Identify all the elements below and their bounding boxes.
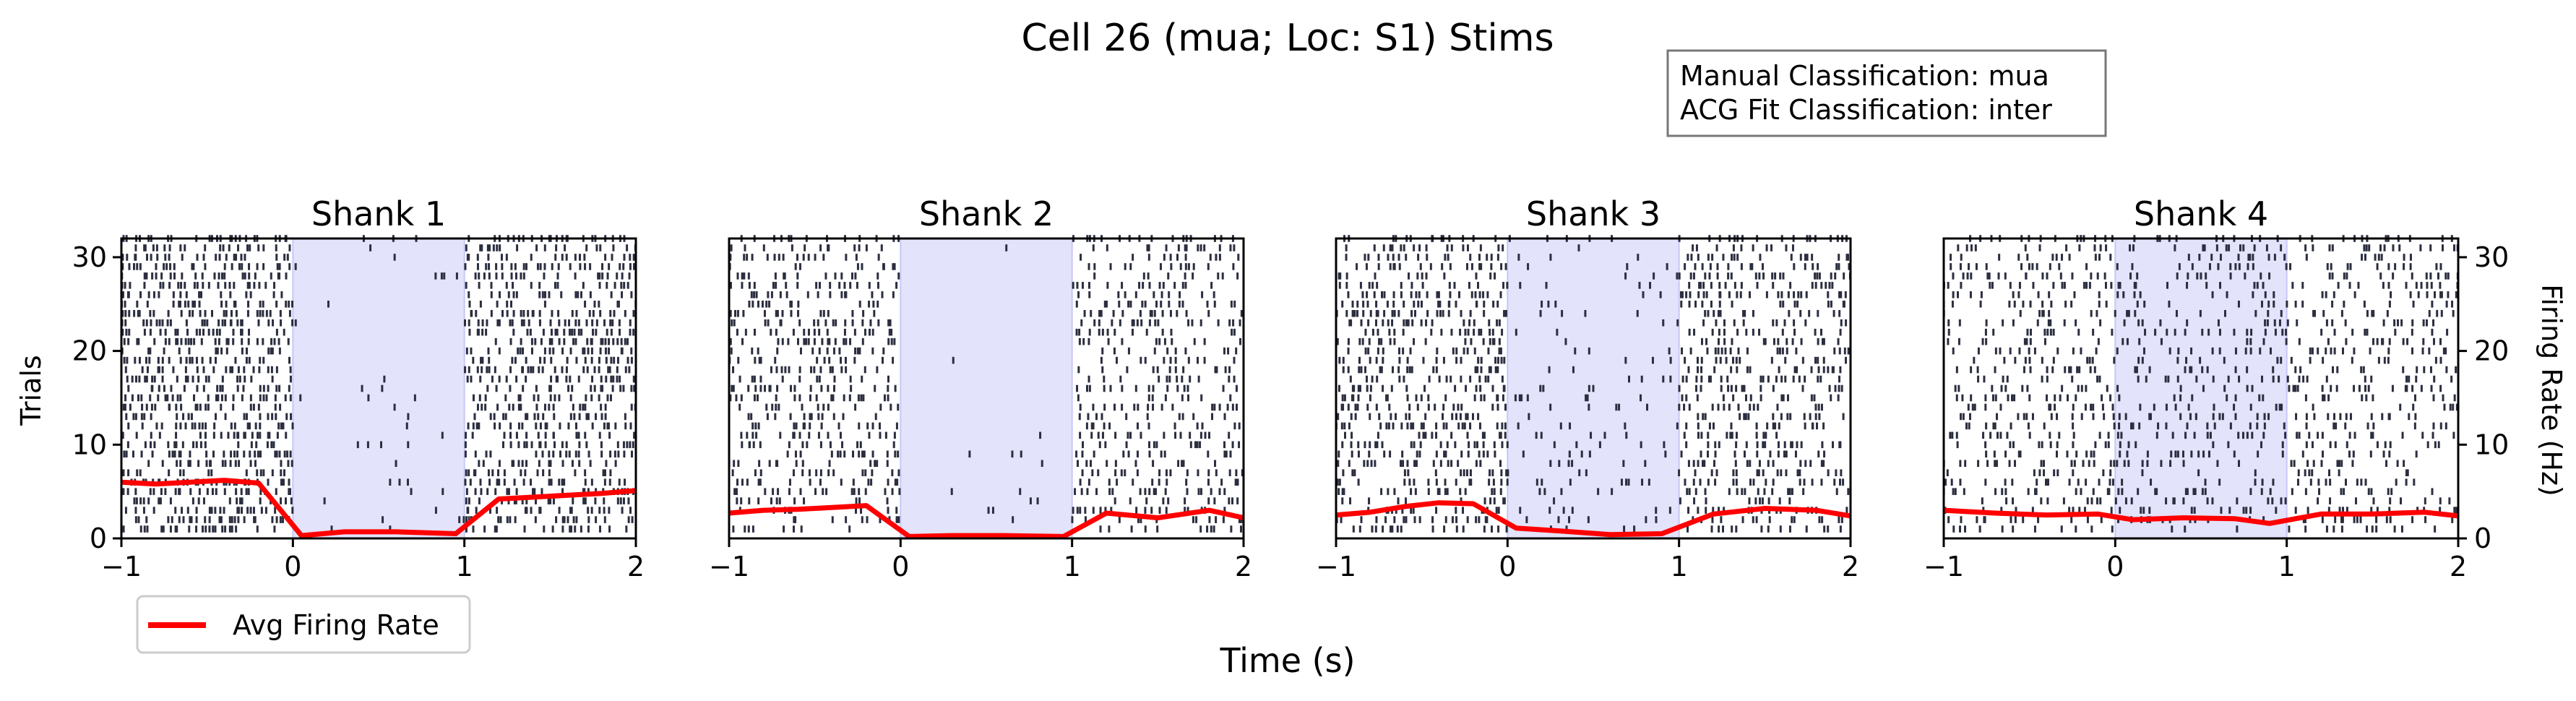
panel-title: Shank 1 <box>311 194 446 233</box>
info-box-line-1: Manual Classification: mua <box>1680 60 2049 92</box>
x-tick-label: 1 <box>1671 551 1688 582</box>
y-axis-label-firing-rate: Firing Rate (Hz) <box>2536 284 2567 496</box>
y-axis-label-trials: Trials <box>15 355 47 426</box>
x-tick-label: 0 <box>2106 551 2124 582</box>
panel-title: Shank 3 <box>1526 194 1660 233</box>
info-box-frame <box>1666 49 2107 137</box>
x-tick-label: 1 <box>1064 551 1081 582</box>
panel-title: Shank 4 <box>2134 194 2268 233</box>
avg-firing-rate-line <box>728 503 1244 539</box>
y-tick-label: 0 <box>90 522 107 554</box>
y-tick-right-label: 30 <box>2474 241 2509 273</box>
y-tick-label: 30 <box>72 241 107 273</box>
x-tick-label: 0 <box>892 551 909 582</box>
axes-frame <box>120 237 637 540</box>
x-tick-label: −1 <box>1316 551 1356 582</box>
x-tick-label: 2 <box>627 551 645 582</box>
x-tick-label: 0 <box>1499 551 1516 582</box>
axes-frame <box>1335 237 1852 540</box>
y-tick-label: 20 <box>72 335 107 367</box>
info-box: Manual Classification: mua ACG Fit Class… <box>1666 49 2107 137</box>
spike-raster <box>121 235 637 533</box>
x-tick-label: 2 <box>1235 551 1252 582</box>
spike-raster <box>1335 235 1851 533</box>
avg-firing-rate-line <box>1943 507 2459 526</box>
legend[interactable]: Avg Firing Rate <box>136 595 471 654</box>
x-tick-label: −1 <box>709 551 749 582</box>
figure-title: Cell 26 (mua; Loc: S1) Stims <box>1021 17 1554 60</box>
x-axis-label-time: Time (s) <box>1219 641 1355 680</box>
panel-title: Shank 2 <box>919 194 1054 233</box>
x-tick-label: 2 <box>1842 551 1859 582</box>
stim-window-shade <box>900 238 1073 539</box>
y-tick-right-label: 10 <box>2474 429 2509 460</box>
axes-frame <box>728 237 1245 540</box>
y-tick-label: 10 <box>72 429 107 460</box>
panel-shank-3: Shank 3 −1 0 1 2 <box>1316 194 1859 582</box>
axes-frame <box>1942 237 2460 540</box>
x-tick-label: 0 <box>284 551 301 582</box>
stim-window-shade <box>292 238 465 539</box>
legend-frame <box>136 595 471 654</box>
y-tick-right-label: 20 <box>2474 335 2509 367</box>
legend-label: Avg Firing Rate <box>233 609 439 641</box>
avg-firing-rate-line <box>121 478 637 538</box>
spike-raster <box>1942 235 2459 533</box>
spike-raster <box>728 235 1244 533</box>
x-tick-label: 1 <box>2278 551 2296 582</box>
info-box-line-2: ACG Fit Classification: inter <box>1680 94 2052 126</box>
avg-firing-rate-line <box>1335 500 1851 538</box>
y-tick-right-label: 0 <box>2474 522 2491 554</box>
x-tick-label: −1 <box>101 551 142 582</box>
panel-shank-2: Shank 2 −1 0 1 2 <box>709 194 1252 582</box>
x-tick-label: 2 <box>2450 551 2467 582</box>
x-tick-label: −1 <box>1924 551 1964 582</box>
x-tick-label: 1 <box>456 551 473 582</box>
